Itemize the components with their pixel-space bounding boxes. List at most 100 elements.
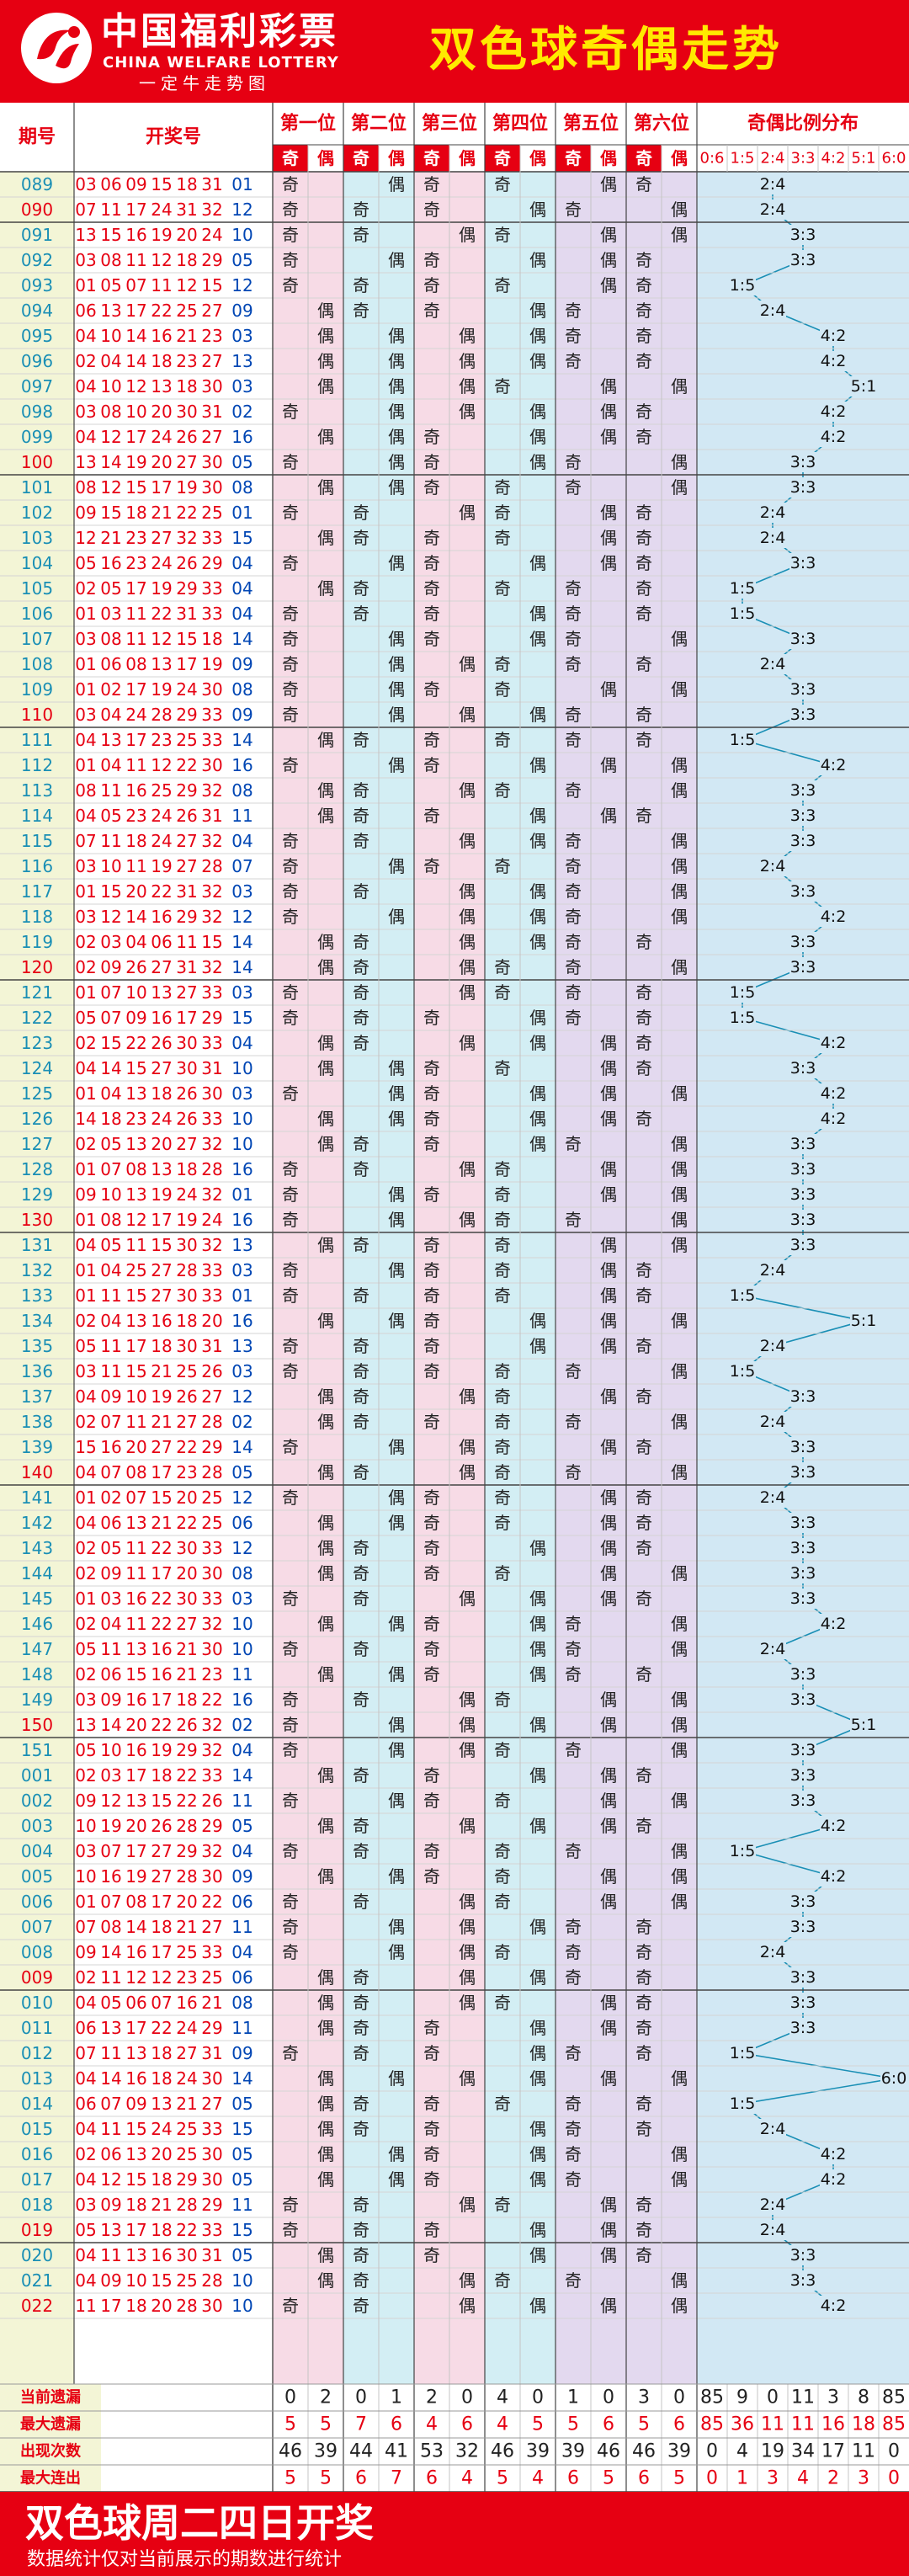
- odd-mark: 奇: [565, 1841, 582, 1861]
- red-ball-number: 04: [75, 1993, 96, 2013]
- red-ball-number: 22: [151, 1538, 172, 1558]
- blue-ball-number: 10: [231, 2270, 252, 2291]
- even-mark: 偶: [600, 1993, 617, 2013]
- red-ball-number: 12: [151, 755, 172, 775]
- odd-mark: 奇: [494, 957, 511, 977]
- odd-mark: 奇: [423, 604, 440, 624]
- red-ball-number: 29: [176, 2169, 197, 2190]
- red-ball-number: 14: [125, 351, 146, 371]
- red-ball-number: 30: [176, 1235, 197, 1255]
- odd-mark: 奇: [282, 654, 299, 674]
- red-ball-number: 07: [151, 1993, 172, 2013]
- red-ball-number: 27: [176, 2043, 197, 2063]
- blue-ball-number: 10: [231, 2296, 252, 2316]
- even-mark: 偶: [317, 780, 334, 801]
- odd-mark: 奇: [282, 629, 299, 649]
- issue-number: 135: [21, 1336, 53, 1356]
- odd-mark: 奇: [565, 957, 582, 977]
- blue-ball-number: 10: [231, 1639, 252, 1659]
- blue-ball-number: 16: [231, 427, 252, 447]
- red-ball-number: 26: [176, 1715, 197, 1735]
- even-mark: 偶: [529, 1664, 546, 1685]
- red-ball-number: 15: [151, 1488, 172, 1508]
- even-mark: 偶: [317, 1967, 334, 1988]
- even-mark: 偶: [600, 1765, 617, 1786]
- even-mark: 偶: [388, 2144, 405, 2164]
- even-mark: 偶: [671, 1791, 688, 1811]
- red-ball-number: 20: [151, 2144, 172, 2164]
- even-mark: 偶: [317, 1614, 334, 1634]
- red-ball-number: 18: [176, 376, 197, 397]
- ratio-value: 4:2: [821, 1034, 847, 1052]
- blue-ball-number: 08: [231, 1993, 252, 2013]
- blue-ball-number: 09: [231, 654, 252, 674]
- red-ball-number: 04: [75, 326, 96, 346]
- red-ball-number: 19: [151, 578, 172, 599]
- red-ball-number: 02: [75, 957, 96, 977]
- stat-value: 5: [497, 2468, 508, 2489]
- even-mark: 偶: [317, 1866, 334, 1887]
- red-ball-number: 05: [100, 806, 121, 826]
- red-ball-number: 09: [100, 957, 121, 977]
- odd-mark: 奇: [565, 351, 582, 371]
- stat-value: 41: [385, 2441, 408, 2462]
- red-ball-number: 08: [125, 654, 146, 674]
- even-mark: 偶: [317, 1058, 334, 1078]
- even-mark: 偶: [317, 2068, 334, 2089]
- even-mark: 偶: [317, 932, 334, 952]
- even-mark: 偶: [671, 856, 688, 876]
- red-ball-number: 27: [201, 351, 222, 371]
- ratio-label-bg: [820, 1816, 847, 1836]
- red-ball-number: 30: [201, 2068, 222, 2089]
- ratio-value: 1:5: [730, 731, 756, 749]
- ratio-label-bg: [759, 1639, 786, 1659]
- even-mark: 偶: [317, 1311, 334, 1331]
- odd-mark: 奇: [565, 730, 582, 750]
- odd-mark: 奇: [353, 1386, 369, 1407]
- red-ball-number: 01: [75, 1488, 96, 1508]
- even-mark: 偶: [388, 1311, 405, 1331]
- blue-ball-number: 14: [231, 957, 252, 977]
- odd-mark: 奇: [494, 1791, 511, 1811]
- ratio-label-bg: [789, 452, 816, 472]
- red-ball-number: 10: [125, 402, 146, 422]
- ratio-value: 3:3: [790, 933, 816, 951]
- stat-value: 4: [736, 2441, 748, 2462]
- red-ball-number: 02: [75, 1134, 96, 1154]
- ratio-label-bg: [729, 1285, 756, 1306]
- stat-value: 1: [391, 2387, 402, 2408]
- red-ball-number: 08: [100, 1917, 121, 1937]
- red-ball-number: 07: [125, 1488, 146, 1508]
- red-ball-number: 15: [151, 1791, 172, 1811]
- even-mark: 偶: [317, 957, 334, 977]
- blue-ball-number: 14: [231, 1437, 252, 1457]
- even-mark: 偶: [459, 1942, 476, 1962]
- red-ball-number: 08: [100, 1210, 121, 1230]
- even-mark: 偶: [671, 881, 688, 902]
- even-mark: 偶: [317, 1765, 334, 1786]
- even-mark: 偶: [317, 1033, 334, 1053]
- red-ball-number: 01: [75, 275, 96, 295]
- header-even: 偶: [600, 148, 617, 168]
- red-ball-number: 13: [125, 2043, 146, 2063]
- red-ball-number: 12: [151, 1967, 172, 1988]
- red-ball-number: 32: [201, 1841, 222, 1861]
- red-ball-number: 09: [125, 174, 146, 194]
- odd-mark: 奇: [635, 2245, 652, 2265]
- issue-number: 091: [21, 225, 53, 245]
- ratio-value: 3:3: [790, 1463, 816, 1482]
- header-position: 第一位: [280, 113, 336, 135]
- odd-mark: 奇: [565, 2144, 582, 2164]
- even-mark: 偶: [459, 402, 476, 422]
- ratio-label-bg: [759, 1488, 786, 1508]
- red-ball-number: 30: [201, 477, 222, 498]
- ratio-label-bg: [820, 1033, 847, 1053]
- odd-mark: 奇: [282, 452, 299, 472]
- red-ball-number: 32: [201, 831, 222, 851]
- red-ball-number: 13: [100, 2220, 121, 2240]
- issue-number: 129: [21, 1184, 53, 1205]
- issue-number: 015: [21, 2119, 53, 2139]
- ratio-value: 3:3: [790, 2019, 816, 2037]
- odd-mark: 奇: [282, 679, 299, 700]
- red-ball-number: 13: [125, 1791, 146, 1811]
